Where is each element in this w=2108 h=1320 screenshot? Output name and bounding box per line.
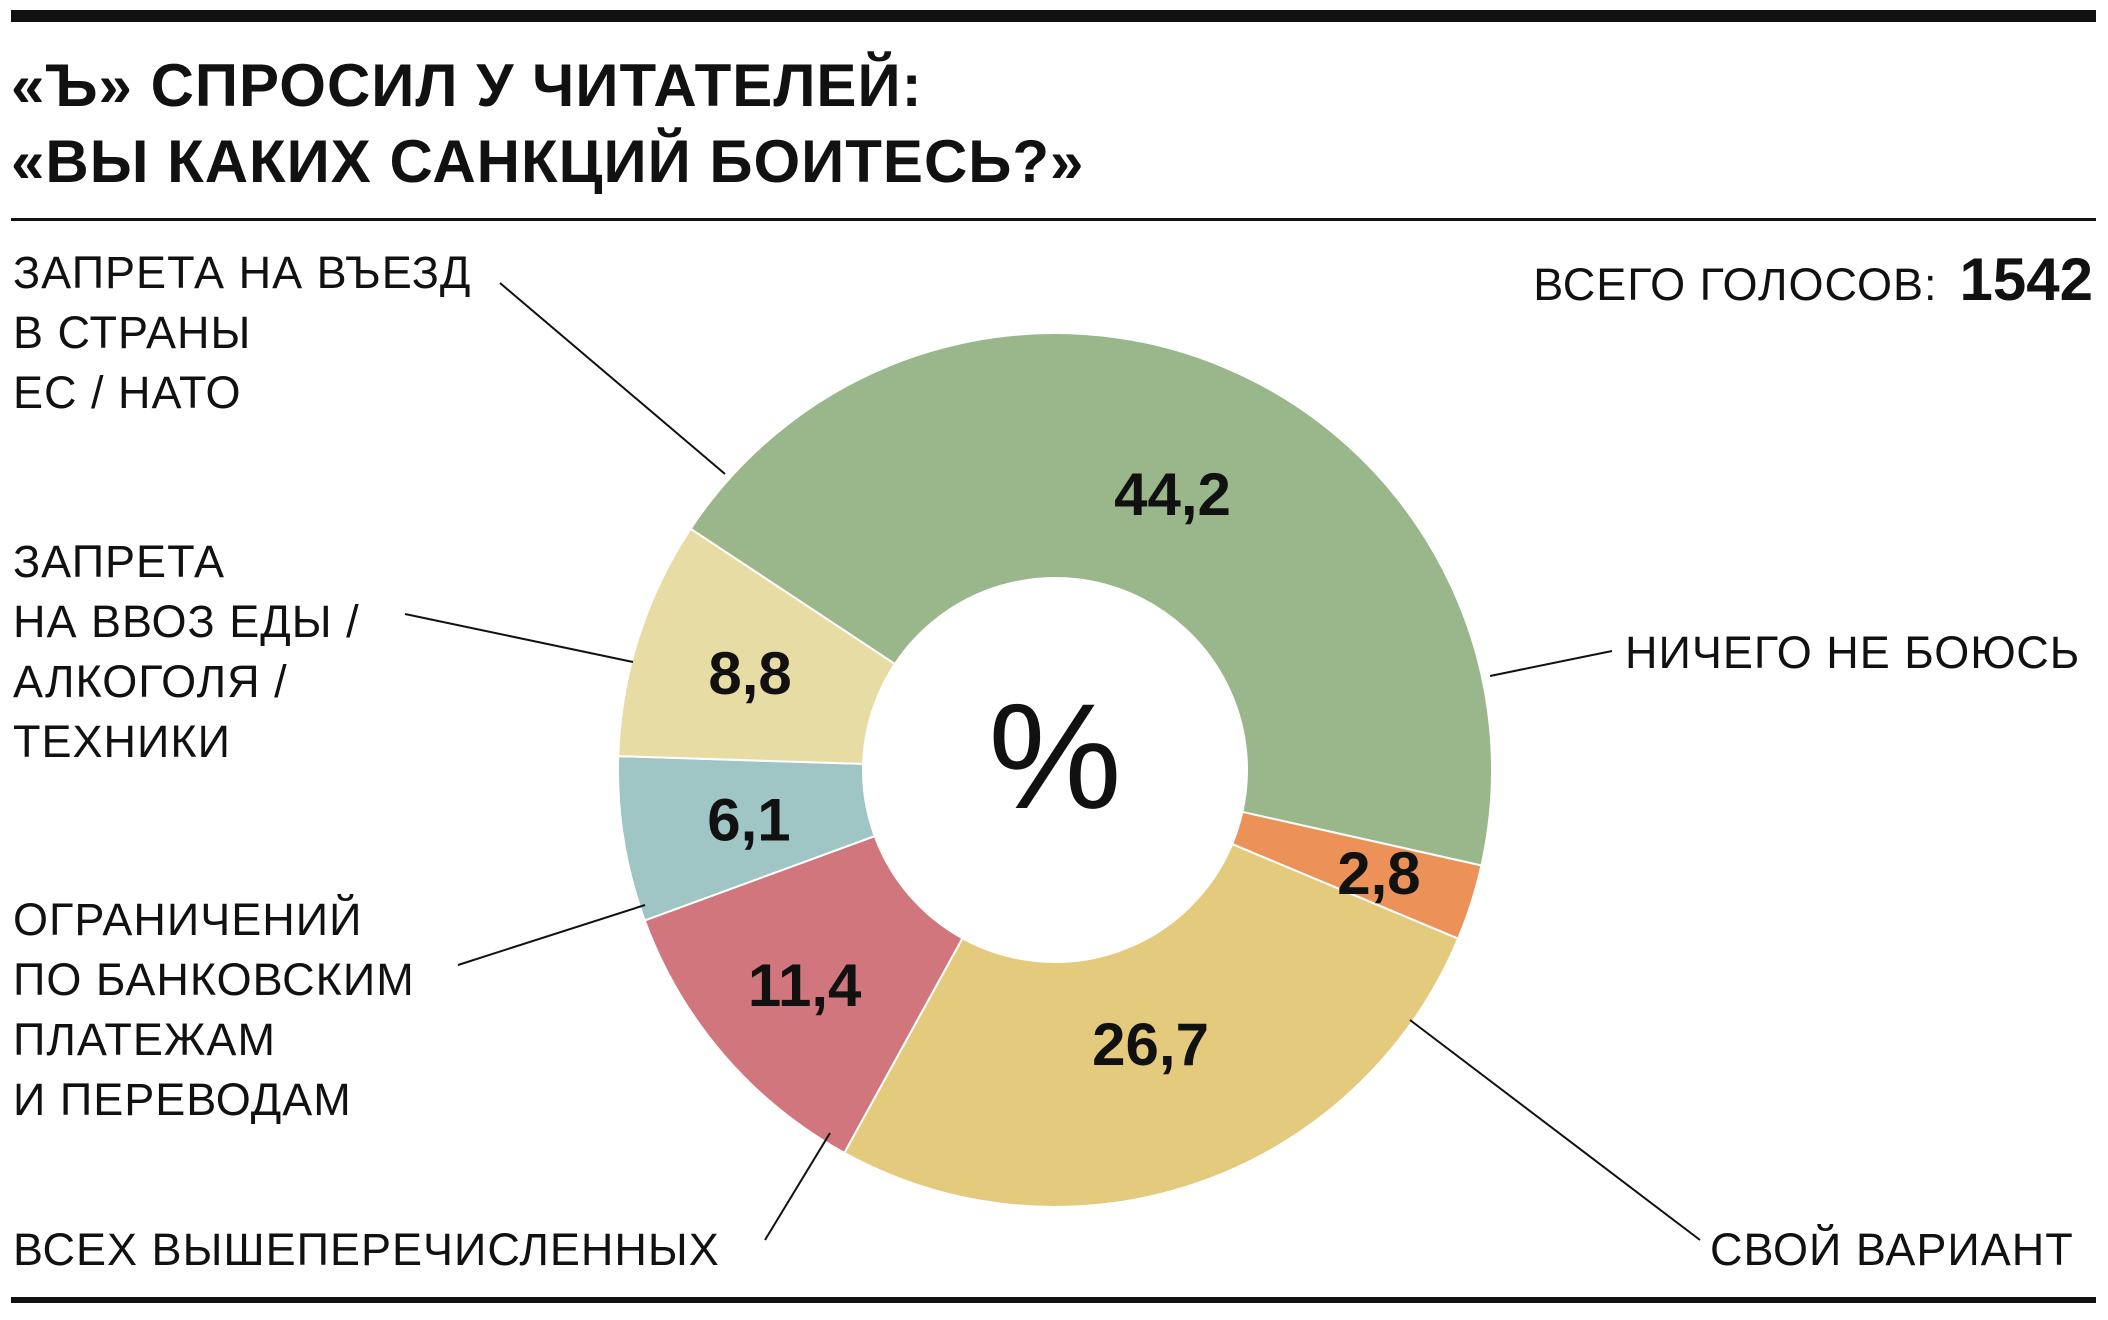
category-label-line: ОГРАНИЧЕНИЙ bbox=[13, 894, 362, 945]
value-labels: 44,2 2,8 26,7 11,4 6,1 8,8 bbox=[707, 461, 1420, 1078]
category-label-line: И ПЕРЕВОДАМ bbox=[13, 1074, 352, 1125]
category-label-line: ТЕХНИКИ bbox=[13, 716, 231, 767]
leader-line-nothing bbox=[1489, 650, 1613, 677]
category-label-banking: ОГРАНИЧЕНИЙ ПО БАНКОВСКИМ ПЛАТЕЖАМ И ПЕРЕВО… bbox=[13, 894, 415, 1125]
value-label-nothing: 44,2 bbox=[1114, 461, 1231, 528]
top-rule bbox=[11, 10, 2096, 22]
category-label-line: В СТРАНЫ bbox=[13, 307, 251, 358]
value-label-all-listed: 26,7 bbox=[1092, 1011, 1209, 1078]
total-votes: ВСЕГО ГОЛОСОВ: 1542 bbox=[1533, 246, 2093, 313]
category-label-line: НА ВВОЗ ЕДЫ / bbox=[13, 596, 360, 647]
category-label-nothing: НИЧЕГО НЕ БОЮСЬ bbox=[1625, 627, 2080, 678]
title-divider bbox=[11, 218, 2096, 221]
category-labels: НИЧЕГО НЕ БОЮСЬ СВОЙ ВАРИАНТ ВСЕХ ВЫШЕПЕРЕ… bbox=[13, 247, 2080, 1275]
category-label-line: ЗАПРЕТА bbox=[13, 536, 225, 587]
category-label-line: ЕС / НАТО bbox=[13, 367, 242, 418]
slice-entry-ban bbox=[617, 527, 897, 765]
category-label-own-variant: СВОЙ ВАРИАНТ bbox=[1710, 1224, 2074, 1275]
bottom-rule bbox=[11, 1297, 2096, 1303]
leader-lines bbox=[404, 282, 1701, 1241]
category-label-import-ban: ЗАПРЕТА НА ВВОЗ ЕДЫ / АЛКОГОЛЯ / ТЕХНИКИ bbox=[13, 536, 360, 767]
leader-line-entry-ban bbox=[499, 282, 726, 475]
total-votes-value: 1542 bbox=[1960, 246, 2093, 313]
title-line-2: «ВЫ КАКИХ САНКЦИЙ БОИТЕСЬ?» bbox=[11, 128, 1085, 195]
total-votes-label: ВСЕГО ГОЛОСОВ: bbox=[1533, 259, 1937, 310]
value-label-own-variant: 2,8 bbox=[1337, 840, 1420, 907]
slice-nothing bbox=[689, 332, 1493, 867]
category-label-line: ЗАПРЕТА НА ВЪЕЗД bbox=[13, 247, 471, 298]
category-label-line: НИЧЕГО НЕ БОЮСЬ bbox=[1625, 627, 2080, 678]
category-label-entry-ban: ЗАПРЕТА НА ВЪЕЗД В СТРАНЫ ЕС / НАТО bbox=[13, 247, 471, 418]
category-label-all-listed: ВСЕХ ВЫШЕПЕРЕЧИСЛЕННЫХ bbox=[13, 1224, 720, 1275]
value-label-entry-ban: 8,8 bbox=[708, 640, 791, 707]
leader-line-all-listed bbox=[764, 1132, 831, 1241]
leader-line-banking bbox=[457, 904, 646, 966]
category-label-line: ВСЕХ ВЫШЕПЕРЕЧИСЛЕННЫХ bbox=[13, 1224, 720, 1275]
value-label-import-ban: 6,1 bbox=[707, 786, 790, 853]
category-label-line: СВОЙ ВАРИАНТ bbox=[1710, 1224, 2074, 1275]
category-label-line: ПЛАТЕЖАМ bbox=[13, 1014, 276, 1065]
slice-all-listed bbox=[842, 842, 1460, 1208]
category-label-line: АЛКОГОЛЯ / bbox=[13, 656, 288, 707]
title-line-1: «Ъ» СПРОСИЛ У ЧИТАТЕЛЕЙ: bbox=[11, 52, 923, 119]
leader-line-import-ban bbox=[404, 613, 634, 663]
value-label-banking: 11,4 bbox=[748, 952, 862, 1019]
chart-title: «Ъ» СПРОСИЛ У ЧИТАТЕЛЕЙ: «ВЫ КАКИХ САНКЦ… bbox=[11, 48, 1084, 200]
slices-group bbox=[617, 332, 1493, 1208]
slice-banking bbox=[643, 834, 964, 1155]
leader-line-own-variant bbox=[1409, 1019, 1701, 1241]
percent-unit-label: % bbox=[988, 672, 1121, 840]
category-label-line: ПО БАНКОВСКИМ bbox=[13, 954, 415, 1005]
